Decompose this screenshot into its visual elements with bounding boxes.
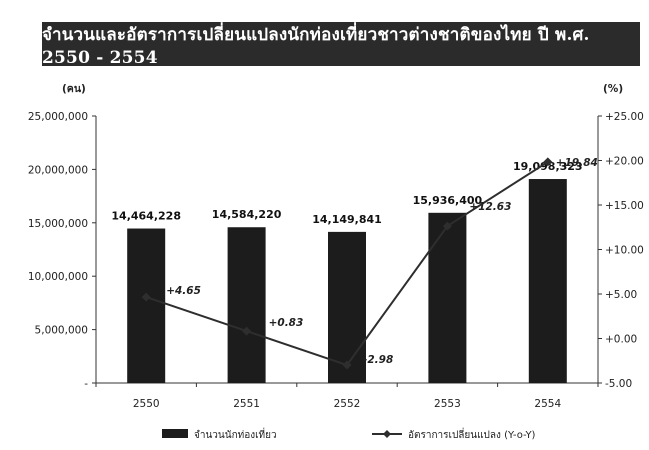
bar-value-label: 14,149,841: [312, 213, 382, 226]
left-axis-unit: (คน): [62, 83, 86, 95]
axes: - 5,000,000 10,000,000 15,000,000 20,000,000…: [28, 111, 644, 410]
right-tick-label: +0.00: [605, 334, 637, 346]
rate-point-2553: [442, 221, 452, 231]
right-tick-label: -5.00: [605, 378, 632, 390]
right-tick-label: +25.00: [605, 111, 644, 123]
bar-value-label: 19,098,323: [513, 160, 583, 173]
x-tick-label: 2552: [334, 398, 361, 410]
x-tick-label: 2554: [534, 398, 561, 410]
legend-line-label: อัตราการเปลี่ยนแปลง (Y-o-Y): [408, 427, 536, 441]
bar-value-label: 14,584,220: [212, 208, 282, 221]
right-tick-label: +10.00: [605, 245, 644, 257]
left-tick-label: 5,000,000: [35, 325, 88, 337]
x-tick-label: 2550: [133, 398, 160, 410]
legend: จำนวนนักท่องเที่ยว อัตราการเปลี่ยนแปลง (Y…: [162, 427, 536, 441]
rate-value-label: +4.65: [166, 285, 201, 297]
legend-line-marker: [383, 430, 391, 438]
rate-value-label: -2.98: [363, 354, 393, 366]
bar-value-label: 14,464,228: [111, 210, 181, 223]
left-tick-label: 15,000,000: [28, 218, 88, 230]
left-tick-label: 20,000,000: [28, 164, 88, 176]
bars: 14,464,228 14,584,220 14,149,841 15,936,400…: [111, 160, 583, 383]
legend-bar-swatch: [162, 429, 188, 438]
bar-2552: [328, 231, 366, 383]
x-tick-label: 2551: [233, 398, 260, 410]
x-tick-label: 2553: [434, 398, 461, 410]
rate-point-2550: [141, 292, 151, 302]
legend-bar-label: จำนวนนักท่องเที่ยว: [194, 427, 277, 441]
rate-value-label: +0.83: [269, 317, 304, 329]
bar-2553: [428, 212, 467, 383]
bar-2554: [528, 179, 567, 383]
left-tick-label: 25,000,000: [28, 111, 88, 123]
right-tick-label: +20.00: [605, 156, 644, 168]
rate-line: +4.65 +0.83 -2.98 +12.63 +19.84: [141, 157, 598, 370]
rate-point-2552: [342, 360, 352, 370]
right-axis-unit: (%): [603, 83, 623, 95]
rate-point-2551: [242, 326, 252, 336]
rate-point-2554: [543, 157, 553, 167]
bar-2550: [127, 228, 166, 383]
bar-2551: [227, 227, 266, 383]
left-tick-label: -: [84, 378, 88, 390]
right-tick-label: +15.00: [605, 200, 644, 212]
rate-value-label: +19.84: [556, 157, 598, 169]
right-tick-label: +5.00: [605, 289, 637, 301]
chart-title: จำนวนและอัตราการเปลี่ยนแปลงนักท่องเที่ยว…: [42, 22, 640, 68]
rate-value-label: +12.63: [469, 201, 511, 213]
left-tick-label: 10,000,000: [28, 271, 88, 283]
bar-value-label: 15,936,400: [413, 194, 483, 207]
